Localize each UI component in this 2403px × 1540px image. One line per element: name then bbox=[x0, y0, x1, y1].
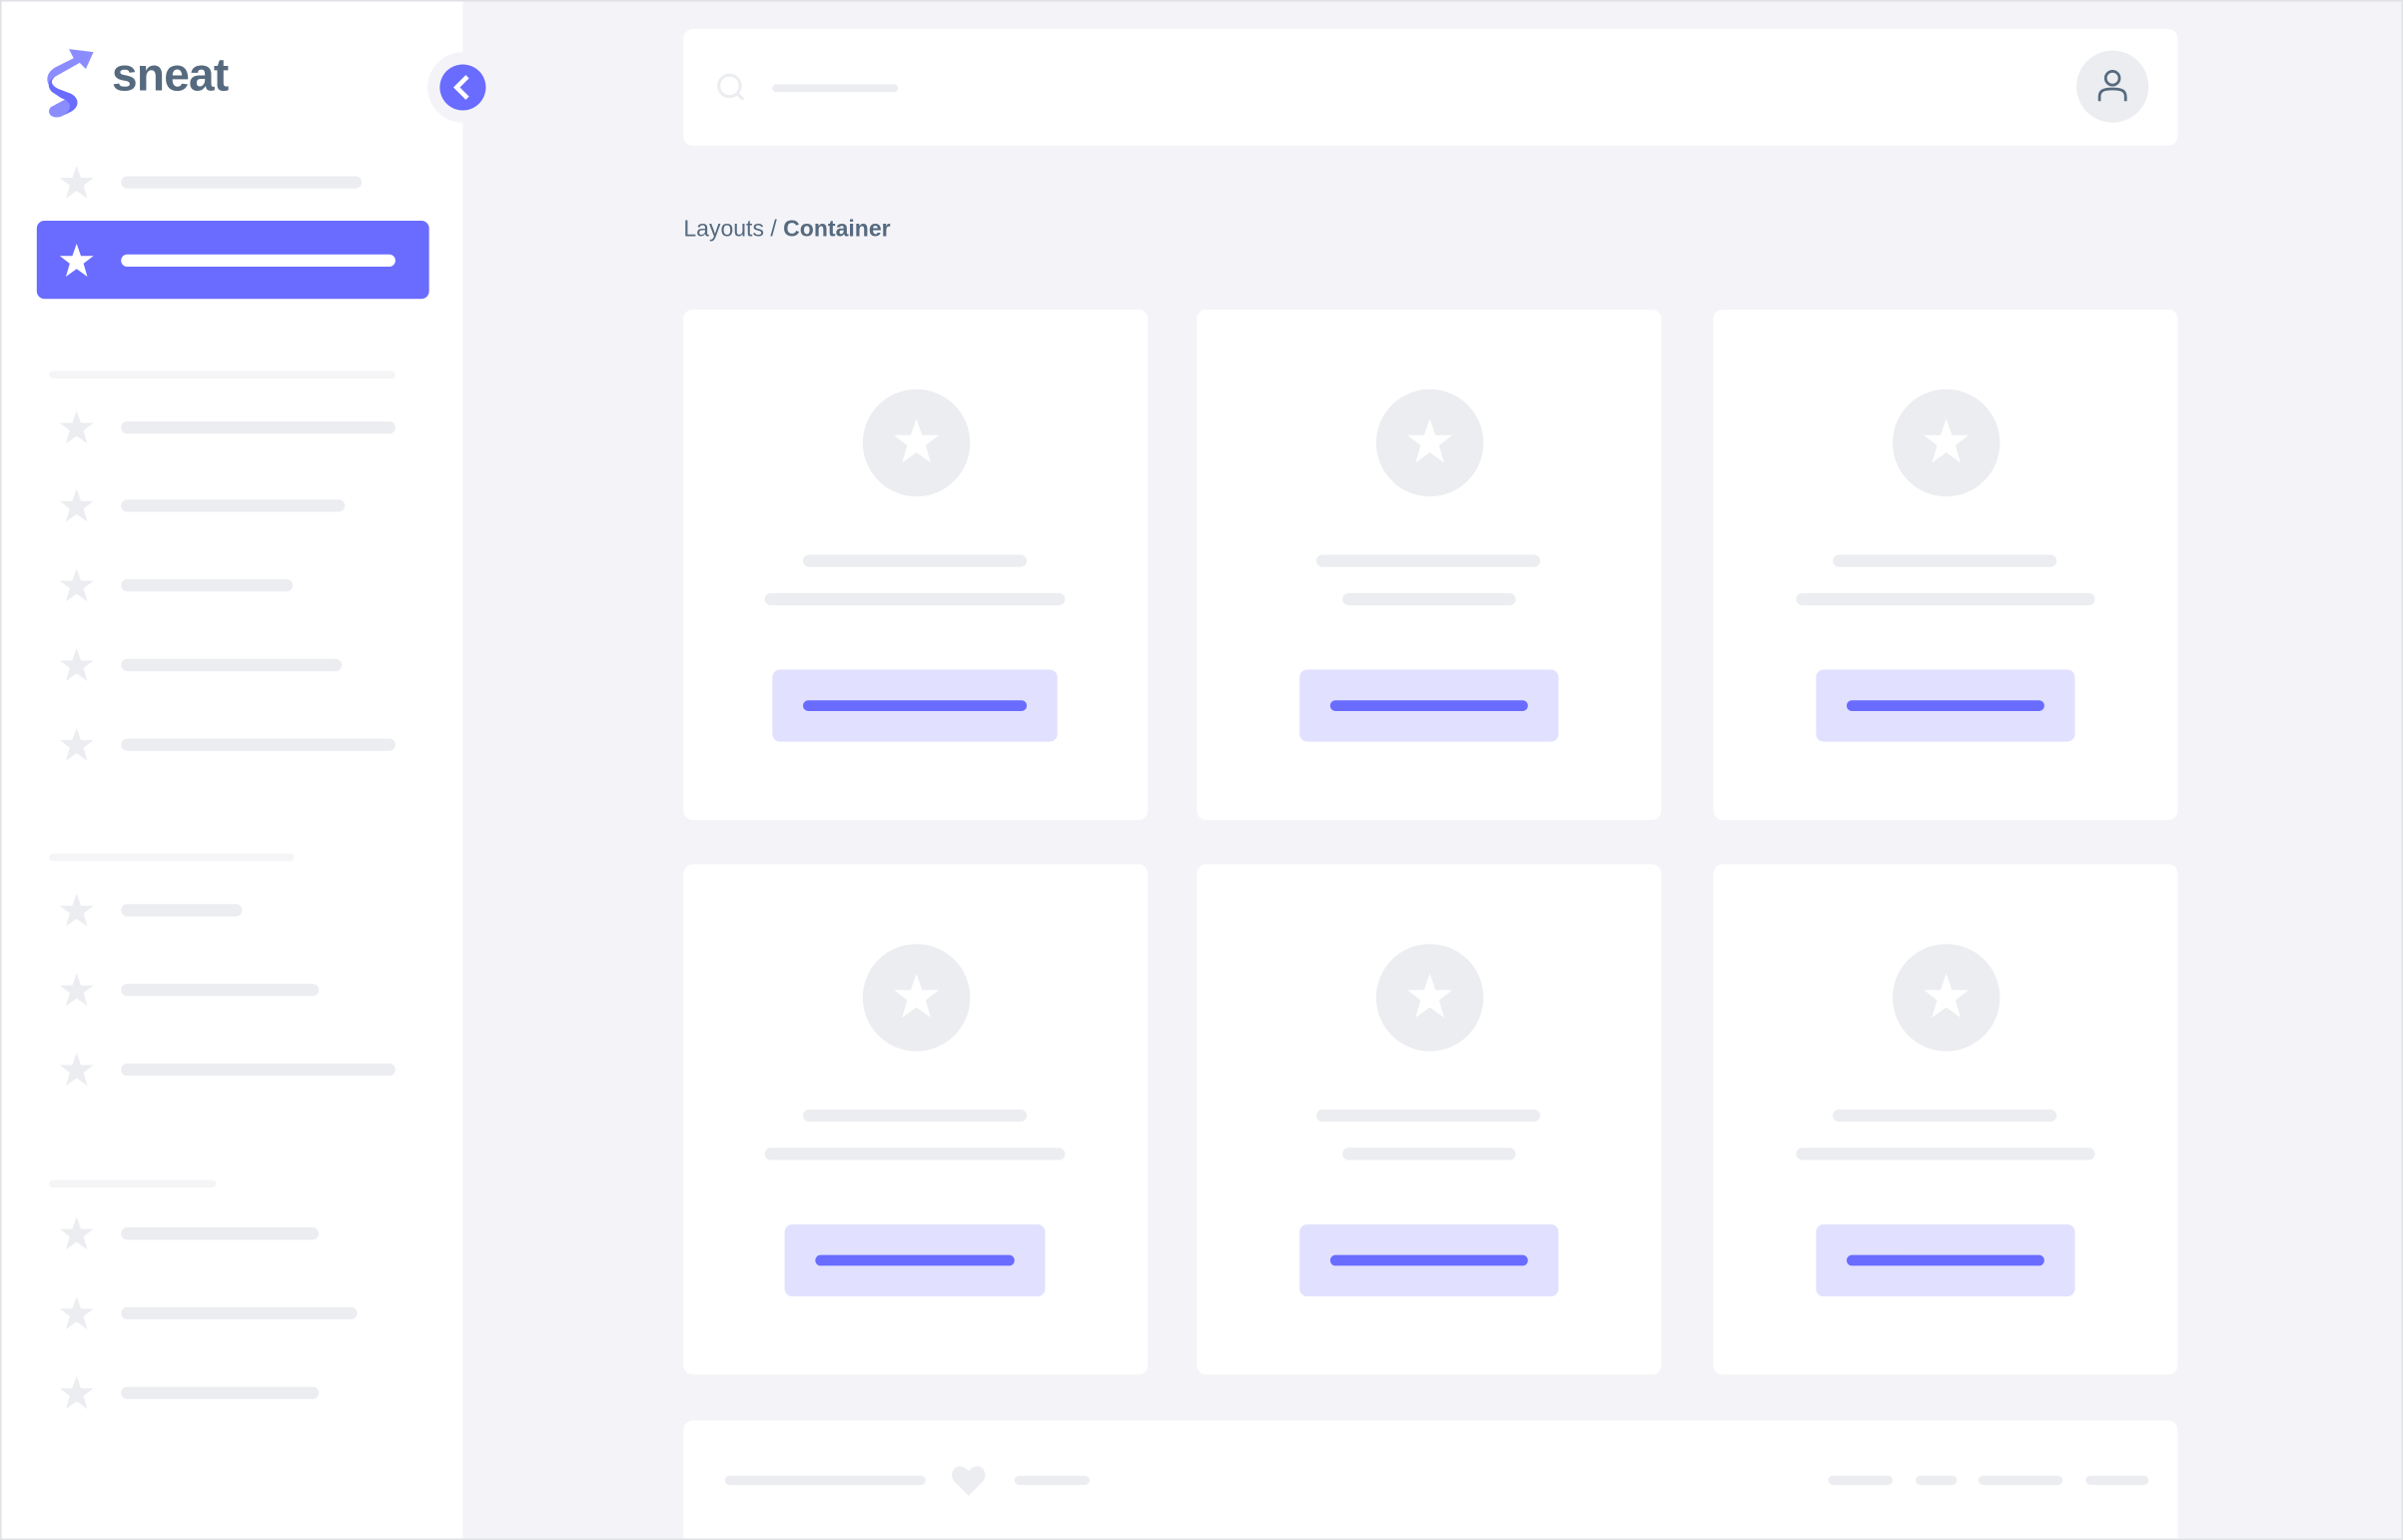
card-button[interactable] bbox=[1299, 669, 1559, 742]
footer-link[interactable] bbox=[1014, 1475, 1090, 1485]
card-button-label bbox=[1329, 1254, 1528, 1266]
card-button-label bbox=[803, 700, 1028, 711]
breadcrumb-parent[interactable]: Layouts bbox=[683, 216, 764, 243]
sidebar-section-header bbox=[49, 371, 396, 379]
breadcrumb-current: Container bbox=[783, 216, 891, 243]
star-icon bbox=[59, 1053, 94, 1087]
card-button[interactable] bbox=[1816, 669, 2075, 742]
card-text bbox=[1342, 592, 1516, 606]
search-icon[interactable] bbox=[716, 72, 747, 103]
star-icon bbox=[1923, 418, 1969, 463]
star-icon bbox=[59, 165, 94, 199]
star-icon bbox=[893, 973, 939, 1018]
sidebar-item-label bbox=[121, 499, 346, 512]
card-button[interactable] bbox=[1816, 1223, 2075, 1297]
star-icon bbox=[59, 243, 94, 277]
sidebar-section-header bbox=[49, 1179, 217, 1188]
card-icon-circle bbox=[1375, 388, 1483, 497]
card-button-label bbox=[815, 1254, 1015, 1266]
footer-link[interactable] bbox=[1978, 1475, 2063, 1485]
card-title bbox=[803, 554, 1028, 567]
sidebar: sneat bbox=[0, 0, 463, 1540]
star-icon bbox=[1923, 973, 1969, 1018]
user-avatar[interactable] bbox=[2076, 50, 2149, 123]
star-icon bbox=[59, 1375, 94, 1409]
star-icon bbox=[59, 648, 94, 682]
heart-icon bbox=[952, 1466, 986, 1496]
card-title bbox=[1833, 1109, 2057, 1123]
star-icon bbox=[59, 568, 94, 602]
card-button-label bbox=[1329, 700, 1528, 711]
star-icon bbox=[59, 893, 94, 927]
sidebar-item-label bbox=[121, 579, 294, 592]
card-icon-circle bbox=[862, 388, 970, 497]
card-button-label bbox=[1846, 1254, 2044, 1266]
chevron-left-icon bbox=[439, 64, 486, 111]
star-icon bbox=[1406, 973, 1452, 1018]
sidebar-item-label bbox=[121, 420, 396, 434]
sidebar-item-label bbox=[121, 1386, 320, 1399]
collapse-button[interactable] bbox=[427, 52, 498, 123]
footer-link[interactable] bbox=[1916, 1475, 1958, 1485]
sidebar-item-active-label bbox=[121, 254, 396, 267]
star-icon bbox=[59, 488, 94, 522]
footer-link[interactable] bbox=[1828, 1475, 1893, 1485]
card-text bbox=[1796, 592, 2095, 606]
footer-text bbox=[724, 1475, 926, 1485]
card-title bbox=[1316, 1109, 1541, 1123]
search-input[interactable] bbox=[772, 84, 899, 93]
sidebar-item-label bbox=[121, 738, 396, 751]
star-icon bbox=[59, 410, 94, 444]
breadcrumb: Layouts / Container bbox=[683, 216, 890, 242]
brand-name: sneat bbox=[112, 50, 229, 102]
breadcrumb-separator: / bbox=[763, 216, 784, 243]
sidebar-item-label bbox=[121, 176, 363, 189]
top-navbar bbox=[683, 29, 2178, 146]
star-icon bbox=[59, 1296, 94, 1330]
card-icon-circle bbox=[1892, 944, 2000, 1052]
sidebar-item-label bbox=[121, 1306, 358, 1320]
card-title bbox=[1316, 554, 1541, 567]
card-icon-circle bbox=[862, 944, 970, 1052]
card-title bbox=[803, 1109, 1028, 1123]
sidebar-item-label bbox=[121, 658, 343, 672]
star-icon bbox=[59, 973, 94, 1007]
footer-link[interactable] bbox=[2085, 1475, 2149, 1485]
card-button[interactable] bbox=[772, 669, 1058, 742]
sidebar-item-label bbox=[121, 1063, 396, 1077]
card-button[interactable] bbox=[1299, 1223, 1559, 1297]
card-title bbox=[1833, 554, 2057, 567]
card-button-label bbox=[1846, 700, 2044, 711]
card-text bbox=[764, 1148, 1066, 1160]
sidebar-item-label bbox=[121, 904, 243, 917]
sneat-logo-icon bbox=[47, 49, 94, 118]
star-icon bbox=[893, 418, 939, 463]
card-button[interactable] bbox=[784, 1223, 1046, 1297]
sidebar-section-header bbox=[49, 853, 295, 862]
card-text bbox=[1342, 1148, 1516, 1160]
footer bbox=[683, 1420, 2178, 1540]
star-icon bbox=[59, 727, 94, 761]
sidebar-item-label bbox=[121, 984, 320, 997]
card-text bbox=[1796, 1148, 2095, 1160]
card-icon-circle bbox=[1375, 944, 1483, 1052]
card-text bbox=[764, 592, 1066, 606]
card-icon-circle bbox=[1892, 388, 2000, 497]
star-icon bbox=[59, 1216, 94, 1250]
star-icon bbox=[1406, 418, 1452, 463]
sidebar-item-label bbox=[121, 1227, 320, 1240]
user-icon bbox=[2097, 69, 2127, 102]
